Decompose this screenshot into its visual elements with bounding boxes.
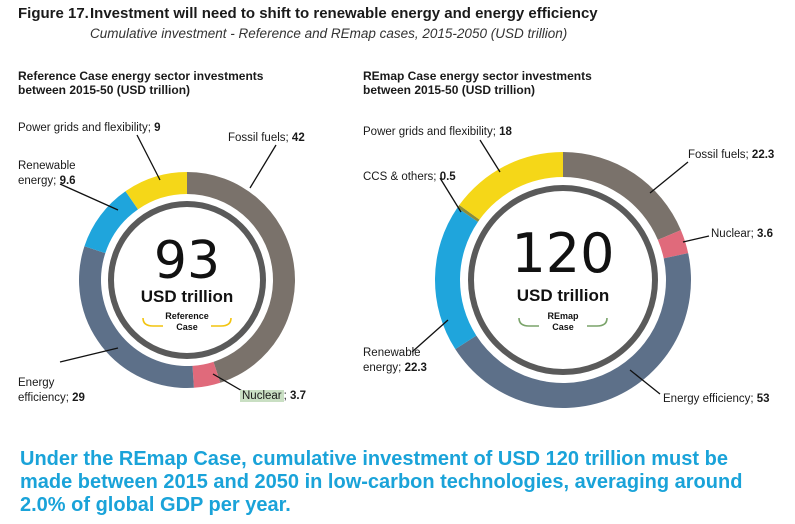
remap-label-nuclear-value: 3.6 — [757, 228, 774, 240]
ref-label-nuclear: Nuclear; 3.7 — [240, 389, 306, 404]
ref-inner-ring — [108, 201, 266, 359]
ref-total-unit: USD trillion — [141, 287, 234, 306]
ref-chart-title: Reference Case energy sector investments… — [18, 69, 264, 97]
ref-label-efficiency-value: 29 — [72, 392, 85, 404]
ref-label-grids-text: Power grids and flexibility; — [18, 122, 155, 134]
remap-slice-nuclear — [657, 230, 689, 259]
remap-label-efficiency-value: 53 — [756, 393, 770, 405]
remap-label-renewable-value: 22.3 — [404, 362, 427, 374]
remap-label-ccs: CCS & others; 0.5 — [363, 170, 456, 185]
remap-label-renewable: Renewable energy; 22.3 — [363, 346, 427, 376]
ref-label-fossil: Fossil fuels; 42 — [228, 131, 305, 146]
remap-label-grids: Power grids and flexibility; 18 — [363, 125, 512, 140]
remap-case-line1: REmap — [547, 311, 579, 321]
remap-label-efficiency: Energy efficiency; 53 — [663, 392, 770, 407]
remap-label-nuclear-text: Nuclear; — [711, 228, 758, 240]
remap-slice-power-grids-and-flexibility — [459, 152, 563, 220]
remap-label-ccs-text: CCS & others; — [363, 171, 440, 183]
ref-bracket-left — [142, 317, 163, 327]
ref-label-efficiency-line2: efficiency; — [18, 392, 73, 404]
figure-number: Figure 17. — [18, 5, 89, 22]
remap-inner-ring — [468, 185, 658, 375]
remap-slice-ccs-others — [457, 205, 480, 222]
remap-label-ccs-value: 0.5 — [439, 171, 456, 183]
remap-bracket — [518, 317, 608, 327]
remap-chart-title: REmap Case energy sector investments bet… — [363, 69, 592, 97]
ref-slice-energy-efficiency — [78, 246, 194, 388]
remap-label-grids-value: 18 — [499, 126, 512, 138]
remap-case-line2: Case — [552, 322, 574, 332]
ref-label-nuclear-text: Nuclear — [240, 390, 284, 402]
ref-bracket — [142, 317, 232, 327]
remap-label-efficiency-text: Energy efficiency; — [663, 393, 757, 405]
ref-slice-nuclear — [192, 361, 221, 388]
remap-label-grids-text: Power grids and flexibility; — [363, 126, 500, 138]
ref-slice-renewable-energy — [84, 191, 139, 254]
remap-bracket-right — [587, 317, 608, 327]
ref-label-fossil-value: 42 — [291, 132, 305, 144]
remap-slice-renewable-energy — [435, 207, 478, 350]
conclusion-text: Under the REmap Case, cumulative investm… — [20, 448, 743, 516]
figure-subtitle: Cumulative investment - Reference and RE… — [90, 26, 568, 41]
ref-case-line2: Case — [176, 322, 198, 332]
ref-label-renewable: Renewable energy; 9.6 — [18, 159, 76, 189]
remap-label-fossil-text: Fossil fuels; — [688, 149, 752, 161]
figure-title: Investment will need to shift to renewab… — [90, 5, 598, 22]
ref-slice-power-grids-and-flexibility — [125, 172, 187, 210]
remap-label-fossil-value: 22.3 — [751, 149, 775, 161]
ref-label-grids-value: 9 — [154, 122, 161, 134]
remap-slice-fossil-fuels — [563, 152, 681, 240]
ref-label-renewable-value: 9.6 — [59, 175, 76, 187]
remap-bracket-left — [518, 317, 539, 327]
ref-case-line1: Reference — [165, 311, 209, 321]
ref-total: 93 — [154, 231, 220, 291]
ref-label-renewable-line2: energy; — [18, 175, 60, 187]
ref-label-nuclear-sep: ; — [283, 390, 291, 402]
remap-label-renewable-line2: energy; — [363, 362, 405, 374]
ref-label-efficiency-line1: Energy — [18, 377, 55, 389]
remap-label-nuclear: Nuclear; 3.6 — [711, 227, 773, 242]
ref-label-fossil-text: Fossil fuels; — [228, 132, 292, 144]
ref-label-renewable-line1: Renewable — [18, 160, 76, 172]
remap-label-renewable-line1: Renewable — [363, 347, 421, 359]
remap-slice-energy-efficiency — [455, 253, 691, 408]
ref-slice-fossil-fuels — [187, 172, 296, 383]
ref-label-grids: Power grids and flexibility; 9 — [18, 121, 161, 136]
ref-leader-lines — [59, 134, 277, 393]
ref-bracket-right — [211, 317, 232, 327]
remap-label-fossil: Fossil fuels; 22.3 — [688, 148, 774, 163]
ref-label-efficiency: Energy efficiency; 29 — [18, 376, 85, 406]
remap-total: 120 — [511, 222, 614, 285]
ref-label-nuclear-value: 3.7 — [290, 390, 307, 402]
remap-leader-lines — [411, 139, 710, 395]
remap-total-unit: USD trillion — [517, 286, 610, 305]
